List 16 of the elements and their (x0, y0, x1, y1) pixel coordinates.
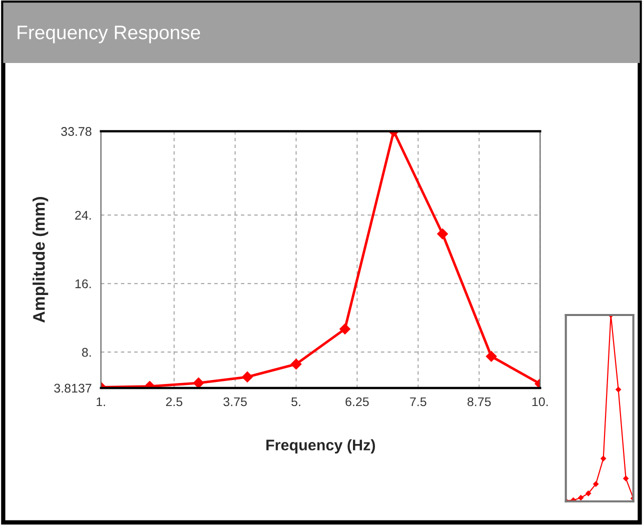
x-tick-label: 8.75 (468, 397, 491, 406)
y-tick-label: 16. (76, 279, 91, 288)
x-tick-label: 1. (96, 397, 106, 406)
x-tick-label: 3.75 (223, 397, 247, 406)
chart-title: Frequency Response (18, 26, 200, 44)
x-tick-label: 2.5 (166, 397, 182, 406)
x-tick-label: 10. (532, 397, 548, 406)
y-tick-label: 24. (75, 210, 91, 220)
y-tick-label: 33.78 (61, 127, 92, 136)
x-tick-label: 7.5 (410, 397, 426, 406)
x-axis-title: Frequency (Hz) (266, 439, 375, 454)
x-tick-label: 6.25 (346, 397, 369, 406)
y-tick-label: 8. (82, 348, 91, 357)
x-tick-label: 5. (291, 397, 300, 406)
y-axis-title: Amplitude (mm) (32, 197, 48, 323)
y-tick-label: 3.8137 (54, 384, 92, 393)
